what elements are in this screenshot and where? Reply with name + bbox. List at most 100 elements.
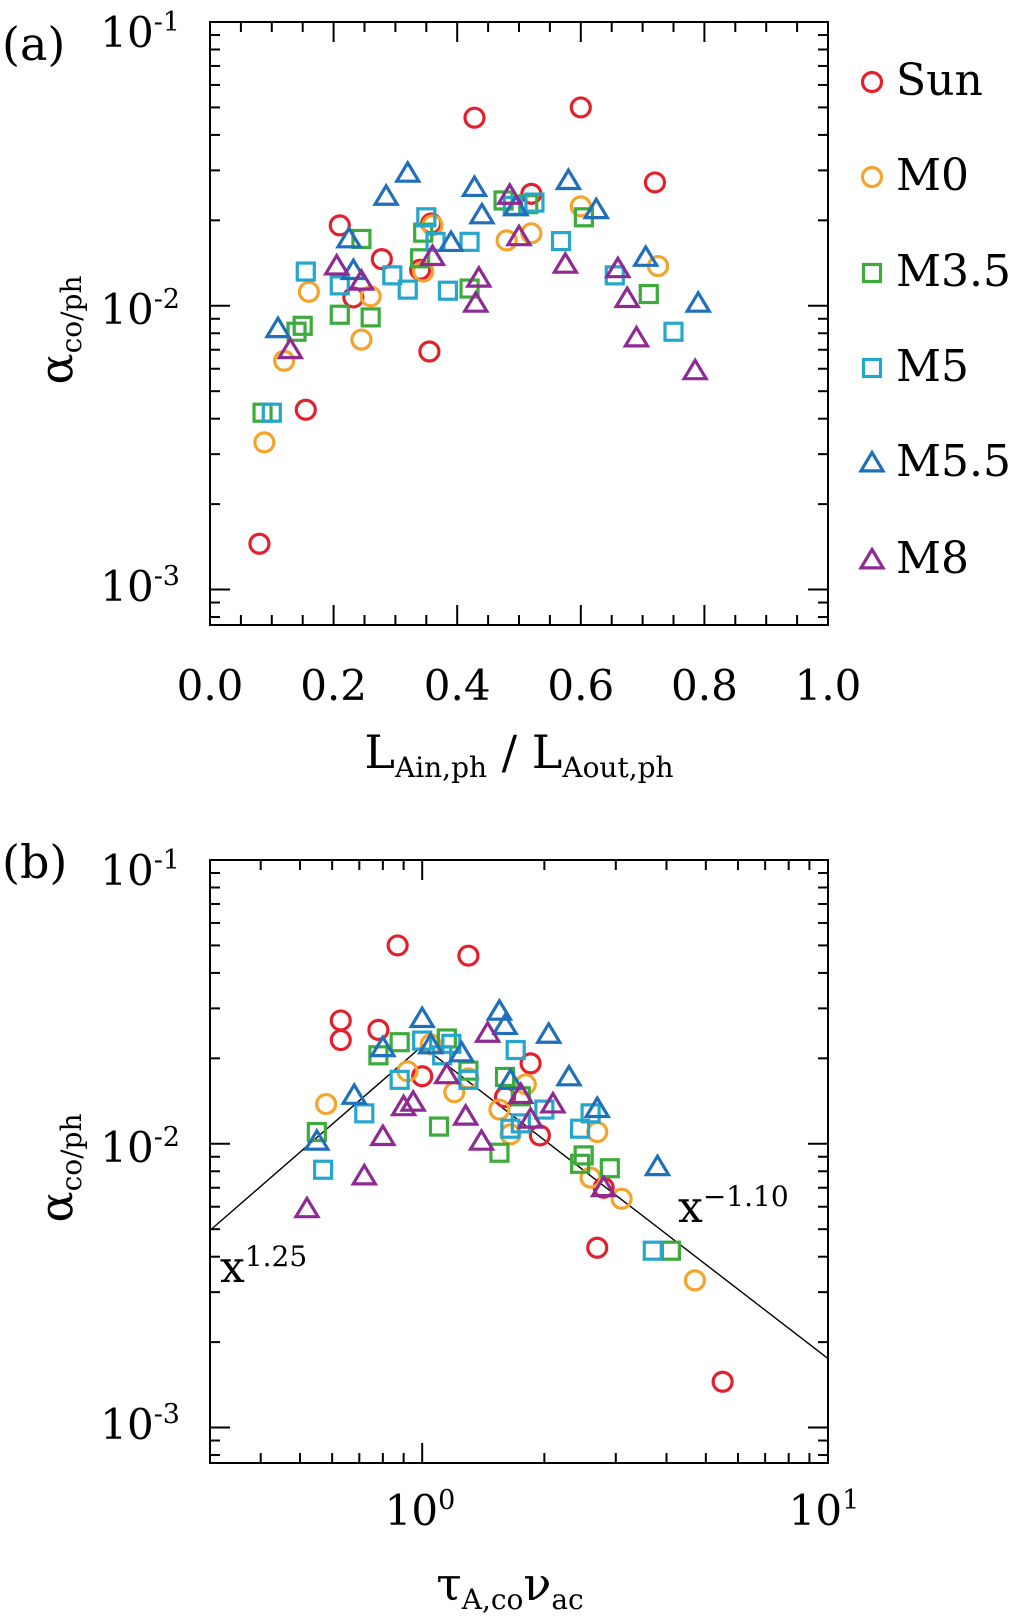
data-point-m8 [506, 1081, 535, 1105]
data-point-sun [370, 248, 393, 271]
data-point-m5 [524, 192, 545, 213]
panel-a-data-points [248, 96, 713, 555]
data-point-m8 [322, 252, 351, 276]
data-point-sun [367, 1018, 390, 1041]
data-point-m5 [416, 207, 437, 228]
panel-b-x-tick-labels: 100 101 [385, 1485, 860, 1535]
data-point-sun [457, 944, 480, 967]
data-point-m5 [261, 402, 282, 423]
y-tick-label-1e-2: 10-2 [100, 1122, 180, 1172]
data-point-m5 [313, 1159, 334, 1180]
data-point-m5 [534, 1099, 555, 1120]
data-point-m5-5 [335, 225, 363, 249]
data-point-m5 [329, 275, 350, 296]
data-point-m8 [681, 357, 709, 381]
data-point-m8 [418, 243, 447, 267]
data-point-m8 [369, 1122, 397, 1147]
data-point-m5 [354, 1103, 375, 1124]
data-point-m5-5 [416, 1031, 445, 1055]
x-tick-label: 1.0 [795, 661, 862, 710]
data-point-m8 [495, 181, 524, 205]
legend-marker-m5-5 [858, 449, 886, 473]
data-point-m8 [399, 1088, 428, 1112]
data-point-m8 [293, 1195, 321, 1219]
data-point-m8 [604, 255, 632, 279]
legend-item-sun: Sun [860, 55, 983, 106]
data-point-m3-5 [459, 278, 480, 299]
legend-label-sun: Sun [896, 55, 983, 106]
data-point-sun [418, 340, 441, 363]
data-point-m8 [276, 336, 305, 360]
panel-a-y-axis-label: αco/ph [29, 275, 88, 384]
data-point-sun [248, 532, 271, 555]
data-point-m8 [613, 284, 642, 309]
legend: Sun M0 M3.5 M5 M5.5 M8 [858, 55, 1011, 584]
legend-item-m0: M0 [860, 150, 969, 201]
data-point-m3-5 [389, 1032, 410, 1053]
data-point-m8 [505, 223, 533, 247]
data-point-m8 [622, 324, 651, 348]
data-point-m3-5 [573, 1145, 594, 1166]
data-point-m5-5 [496, 1066, 525, 1091]
panel-a-label: (a) [2, 17, 65, 71]
legend-label-m0: M0 [896, 150, 969, 201]
data-point-m8 [464, 264, 493, 288]
data-point-m0 [683, 1269, 707, 1292]
y-tick-label-1e-3: 10-3 [100, 1399, 180, 1449]
data-point-m5 [510, 1113, 531, 1134]
data-point-sun [329, 1028, 352, 1052]
panel-b-y-axis-label: αco/ph [29, 1113, 88, 1222]
data-point-m8 [516, 1105, 545, 1129]
legend-label-m5: M5 [896, 341, 969, 392]
data-point-m5-5 [264, 315, 292, 339]
panel-b-label: (b) [2, 835, 67, 889]
data-point-m5-5 [372, 182, 400, 206]
data-point-m5 [570, 1118, 591, 1139]
data-point-sun [411, 1065, 434, 1088]
data-point-m3-5 [286, 321, 307, 342]
data-point-m5-5 [393, 159, 422, 183]
data-point-m0 [297, 280, 320, 303]
data-point-m5 [382, 265, 403, 286]
data-point-m8 [467, 1127, 496, 1151]
data-point-sun [643, 171, 667, 194]
data-point-m3-5 [599, 1158, 620, 1179]
legend-marker-sun [860, 70, 884, 94]
data-point-m5-5 [408, 1005, 437, 1029]
data-point-m5 [389, 1069, 410, 1090]
data-point-m5-5 [340, 1081, 369, 1105]
data-point-m0 [610, 1187, 633, 1210]
data-point-m5-5 [554, 167, 583, 191]
data-point-m8 [551, 250, 580, 274]
x-tick-label-1e0: 100 [385, 1485, 456, 1535]
annotation-slope-positive: x1.25 [220, 1240, 307, 1293]
data-point-m5 [663, 321, 684, 342]
y-tick-label-1e-3: 10-3 [100, 561, 180, 611]
data-point-m3-5 [660, 1240, 681, 1261]
legend-item-m8: M8 [858, 533, 969, 584]
data-point-m8 [350, 1162, 379, 1186]
panel-b: (b) 10-1 10-2 10-3 100 101 αco [2, 835, 859, 1616]
data-point-m5 [550, 231, 572, 252]
data-point-m5-5 [583, 1095, 612, 1119]
legend-label-m3-5: M3.5 [896, 246, 1011, 297]
data-point-m0 [253, 431, 276, 454]
data-point-sun [463, 106, 486, 129]
legend-marker-m5 [861, 357, 883, 379]
data-point-sun [386, 934, 409, 957]
data-point-m3-5 [638, 283, 659, 305]
data-point-m3-5 [306, 1121, 327, 1143]
data-point-m5-5 [485, 997, 514, 1021]
data-point-m0 [495, 229, 518, 252]
data-point-m5 [397, 279, 418, 300]
x-tick-label: 0.0 [177, 661, 244, 710]
data-point-sun [328, 214, 351, 237]
data-point-m5-5 [491, 1011, 519, 1036]
legend-marker-m3-5 [861, 262, 883, 284]
data-point-m5-5 [302, 1127, 331, 1151]
panel-a-y-tick-labels: 10-1 10-2 10-3 [100, 7, 180, 611]
data-point-m5-5 [631, 243, 660, 267]
data-point-m5-5 [437, 228, 465, 253]
legend-marker-m8 [858, 546, 886, 570]
